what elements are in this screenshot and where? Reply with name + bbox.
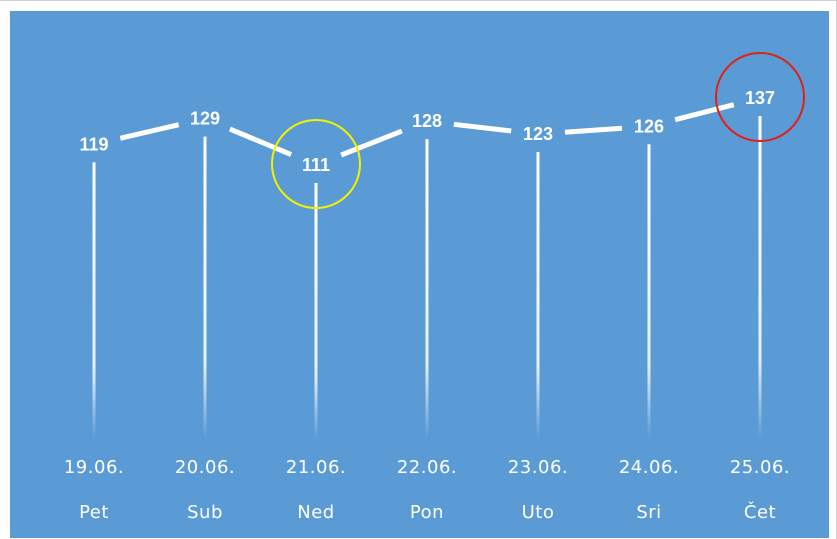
data-label: 129 — [190, 109, 220, 129]
series-line-segment — [564, 125, 623, 135]
data-label: 123 — [523, 124, 553, 144]
chart-area: 119 129 111 128 123 126 137 19.06. 20.06. 21.06.… — [10, 11, 829, 538]
data-label: 128 — [412, 111, 442, 131]
min-highlight-circle — [271, 119, 361, 209]
x-tick-label-date: 20.06. — [175, 457, 235, 478]
x-tick-label-date: 21.06. — [286, 457, 346, 478]
x-tick-label-day: Sub — [187, 502, 223, 523]
drop-line — [758, 116, 762, 439]
x-tick-label-day: Pon — [410, 502, 444, 523]
x-tick-label-day: Sri — [636, 502, 661, 523]
x-tick-label-date: 23.06. — [508, 457, 568, 478]
x-tick-label-day: Čet — [744, 501, 776, 523]
max-highlight-circle — [715, 52, 805, 142]
drop-line — [536, 152, 540, 440]
series-line-segment — [453, 121, 512, 134]
drop-line — [92, 162, 96, 439]
drop-line — [203, 136, 207, 439]
series-line-segment — [674, 102, 735, 123]
x-tick-label-day: Ned — [297, 502, 334, 523]
drop-line — [314, 183, 318, 439]
data-label: 126 — [634, 116, 664, 136]
x-tick-label-date: 24.06. — [619, 457, 679, 478]
line-chart: 119 129 111 128 123 126 137 19.06. 20.06. 21.06.… — [10, 11, 829, 538]
date-tick-labels: 19.06. 20.06. 21.06. 22.06. 23.06. 24.06. 25.0… — [64, 457, 790, 478]
data-label: 119 — [79, 134, 108, 154]
x-tick-label-day: Pet — [79, 502, 109, 523]
x-tick-label-day: Uto — [522, 502, 555, 523]
series-line-segment — [228, 126, 293, 157]
drop-lines — [92, 116, 762, 440]
highlight-circles — [271, 52, 805, 209]
data-label: 137 — [745, 88, 775, 108]
data-label: 111 — [302, 155, 330, 175]
series-line-segment — [119, 122, 180, 141]
day-tick-labels: Pet Sub Ned Pon Uto Sri Čet — [79, 501, 776, 523]
x-tick-label-date: 22.06. — [397, 457, 457, 478]
plot-background — [10, 11, 829, 538]
x-tick-label-date: 19.06. — [64, 457, 124, 478]
drop-line — [647, 144, 651, 439]
drop-line — [425, 139, 429, 439]
series-line-segment — [340, 128, 403, 158]
series-line — [119, 102, 735, 158]
x-tick-label-date: 25.06. — [730, 457, 790, 478]
value-labels: 119 129 111 128 123 126 137 — [79, 88, 775, 175]
